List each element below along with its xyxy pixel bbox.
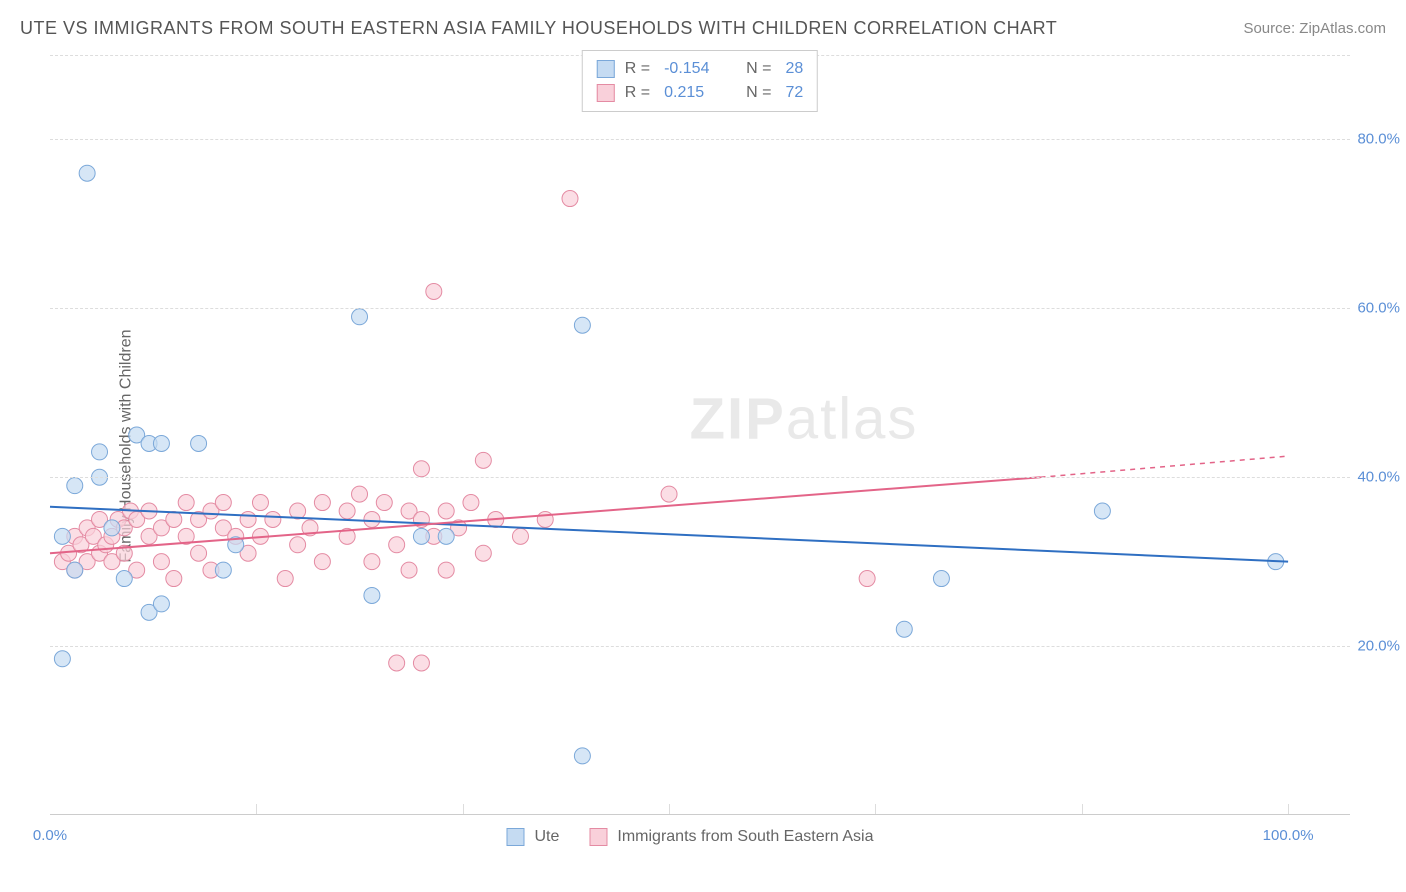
data-point	[413, 528, 429, 544]
data-point	[339, 503, 355, 519]
gridline-v-tick	[1082, 804, 1083, 814]
x-tick-label: 100.0%	[1263, 827, 1314, 844]
legend-n-value: 28	[785, 57, 803, 81]
data-point	[67, 478, 83, 494]
data-point	[463, 495, 479, 511]
legend-series-label: Ute	[534, 828, 559, 846]
data-point	[54, 651, 70, 667]
data-point	[413, 461, 429, 477]
data-point	[104, 520, 120, 536]
data-point	[153, 554, 169, 570]
gridline-h	[50, 139, 1350, 140]
data-point	[153, 596, 169, 612]
chart-header: UTE VS IMMIGRANTS FROM SOUTH EASTERN ASI…	[20, 18, 1386, 39]
data-point	[389, 655, 405, 671]
legend-swatch	[506, 828, 524, 846]
gridline-v-tick	[256, 804, 257, 814]
data-point	[364, 587, 380, 603]
legend-n-label: N =	[746, 81, 771, 105]
data-point	[562, 191, 578, 207]
data-point	[240, 511, 256, 527]
data-point	[314, 495, 330, 511]
legend-swatch	[597, 84, 615, 102]
gridline-v-tick	[1288, 804, 1289, 814]
data-point	[116, 571, 132, 587]
gridline-h	[50, 477, 1350, 478]
data-point	[426, 283, 442, 299]
data-point	[364, 554, 380, 570]
data-point	[265, 511, 281, 527]
y-tick-label: 80.0%	[1352, 131, 1400, 148]
data-point	[1094, 503, 1110, 519]
legend-series-label: Immigrants from South Eastern Asia	[617, 828, 873, 846]
data-point	[438, 503, 454, 519]
data-point	[290, 537, 306, 553]
data-point	[67, 562, 83, 578]
data-point	[475, 545, 491, 561]
legend-n-label: N =	[746, 57, 771, 81]
data-point	[178, 495, 194, 511]
gridline-h	[50, 308, 1350, 309]
data-point	[574, 748, 590, 764]
gridline-v-tick	[669, 804, 670, 814]
gridline-v-tick	[875, 804, 876, 814]
data-point	[215, 495, 231, 511]
chart-title: UTE VS IMMIGRANTS FROM SOUTH EASTERN ASI…	[20, 18, 1057, 39]
data-point	[933, 571, 949, 587]
legend-r-label: R =	[625, 81, 650, 105]
plot-svg	[50, 55, 1350, 814]
legend-bottom: Ute Immigrants from South Eastern Asia	[506, 828, 893, 846]
data-point	[896, 621, 912, 637]
data-point	[389, 537, 405, 553]
legend-swatch	[597, 60, 615, 78]
data-point	[859, 571, 875, 587]
data-point	[413, 655, 429, 671]
trend-line	[1040, 456, 1288, 477]
legend-r-value: 0.215	[664, 81, 724, 105]
y-tick-label: 20.0%	[1352, 638, 1400, 655]
data-point	[364, 511, 380, 527]
data-point	[438, 562, 454, 578]
data-point	[314, 554, 330, 570]
data-point	[352, 309, 368, 325]
data-point	[252, 495, 268, 511]
legend-n-value: 72	[785, 81, 803, 105]
data-point	[352, 486, 368, 502]
legend-r-label: R =	[625, 57, 650, 81]
legend-top: R = -0.154 N = 28 R = 0.215 N = 72	[582, 50, 818, 112]
data-point	[475, 452, 491, 468]
data-point	[401, 562, 417, 578]
data-point	[512, 528, 528, 544]
y-tick-label: 40.0%	[1352, 469, 1400, 486]
data-point	[574, 317, 590, 333]
data-point	[277, 571, 293, 587]
y-tick-label: 60.0%	[1352, 300, 1400, 317]
data-point	[438, 528, 454, 544]
data-point	[54, 528, 70, 544]
gridline-h	[50, 646, 1350, 647]
data-point	[376, 495, 392, 511]
data-point	[153, 435, 169, 451]
data-point	[166, 511, 182, 527]
data-point	[79, 165, 95, 181]
legend-row: R = 0.215 N = 72	[597, 81, 803, 105]
gridline-v-tick	[463, 804, 464, 814]
data-point	[92, 444, 108, 460]
legend-row: R = -0.154 N = 28	[597, 57, 803, 81]
data-point	[166, 571, 182, 587]
x-tick-label: 0.0%	[33, 827, 67, 844]
legend-r-value: -0.154	[664, 57, 724, 81]
plot-area: ZIPatlas R =-0.154N =28R =0.215N =72 Ute…	[50, 55, 1350, 815]
data-point	[191, 435, 207, 451]
chart-source: Source: ZipAtlas.com	[1243, 20, 1386, 37]
data-point	[215, 562, 231, 578]
legend-swatch	[589, 828, 607, 846]
data-point	[191, 545, 207, 561]
data-point	[661, 486, 677, 502]
